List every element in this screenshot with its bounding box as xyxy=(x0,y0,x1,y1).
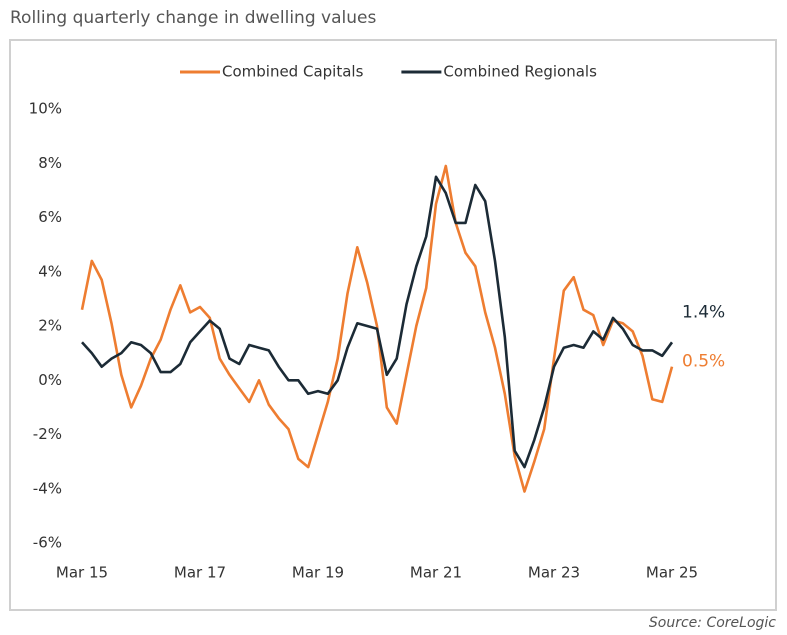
y-tick-label: 2% xyxy=(38,317,62,335)
y-tick-label: -2% xyxy=(33,425,62,443)
y-tick-label: 8% xyxy=(38,154,62,172)
x-tick-label: Mar 17 xyxy=(174,564,226,582)
y-tick-label: -4% xyxy=(33,479,62,497)
y-tick-label: 0% xyxy=(38,371,62,389)
x-tick-label: Mar 21 xyxy=(410,564,462,582)
y-tick-label: 6% xyxy=(38,208,62,226)
y-tick-label: 4% xyxy=(38,262,62,280)
series-line xyxy=(81,175,674,469)
x-tick-label: Mar 19 xyxy=(292,564,344,582)
x-tick-label: Mar 23 xyxy=(528,564,580,582)
legend-label: Combined Regionals xyxy=(443,63,597,81)
series-line xyxy=(80,164,674,493)
chart-title: Rolling quarterly change in dwelling val… xyxy=(10,8,376,28)
end-label: 0.5% xyxy=(682,352,725,372)
source: Source: CoreLogic xyxy=(649,615,776,631)
legend-label: Combined Capitals xyxy=(222,63,364,81)
y-tick-label: -6% xyxy=(33,534,62,552)
x-tick-label: Mar 15 xyxy=(56,564,108,582)
y-tick-label: 10% xyxy=(29,100,62,118)
x-tick-label: Mar 25 xyxy=(646,564,698,582)
frame xyxy=(9,39,777,611)
end-label: 1.4% xyxy=(682,302,725,322)
